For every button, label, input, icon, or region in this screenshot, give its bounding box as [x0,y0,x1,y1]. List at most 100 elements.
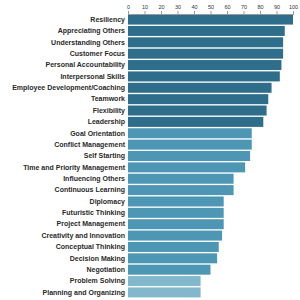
tick: Employee Development/Coaching [12,84,125,92]
tick-label: 90 [274,4,280,10]
category-label: Interpersonal Skills [60,73,125,81]
tick: Decision Making [70,255,125,263]
tick-mark [145,11,146,14]
tick: Diplomacy [90,198,126,206]
bars [128,15,293,298]
bar [128,242,219,252]
tick-label: 20 [158,4,164,10]
tick: Project Management [57,220,126,228]
category-label: Negotiation [87,266,126,274]
bar [128,276,201,286]
tick-label: 0 [127,4,130,10]
axis-line [129,11,294,15]
tick: Understanding Others [51,39,125,47]
category-label: Goal Orientation [70,130,125,137]
tick: 30 [175,4,181,14]
tick: 70 [241,4,247,14]
category-label: Understanding Others [51,39,125,47]
bar [128,128,252,138]
bar [128,94,268,104]
tick-mark [128,11,129,14]
category-label: Decision Making [70,255,125,263]
tick: Goal Orientation [70,130,125,137]
bar [128,185,234,195]
tick: 20 [158,4,164,14]
category-label: Conflict Management [54,141,125,149]
category-label: Leadership [88,118,125,126]
tick: 0 [127,4,130,14]
tick-label: 100 [289,4,298,10]
plot: 0 10 20 30 40 50 60 70 80 90 100 Resiliency Apprecia… [12,4,298,297]
category-label: Appreciating Others [58,27,125,35]
category-label: Employee Development/Coaching [12,84,125,92]
tick-label: 50 [208,4,214,10]
category-label: Teamwork [91,95,125,102]
tick: Time and Priority Management [23,164,125,172]
bar [128,208,224,218]
category-label: Influencing Others [63,175,125,183]
tick-mark [227,11,228,14]
tick: 80 [257,4,263,14]
category-label: Conceptual Thinking [56,243,125,251]
tick: Continuous Learning [55,186,125,194]
tick: 10 [142,4,148,14]
tick-label: 40 [191,4,197,10]
bar [128,174,234,184]
bar [128,117,263,127]
tick: Flexibility [93,107,125,115]
tick: Teamwork [91,95,125,102]
tick: Conceptual Thinking [56,243,125,251]
category-label: Diplomacy [90,198,126,206]
category-label: Self Starting [84,152,125,160]
category-label: Personal Accountability [46,61,126,69]
tick-mark [277,11,278,14]
category-label: Resiliency [90,16,125,24]
bar [128,162,245,172]
tick: 60 [224,4,230,14]
bar [128,196,224,206]
category-label: Flexibility [93,107,125,115]
bar [128,60,281,70]
tick: Self Starting [84,152,125,160]
bar [128,140,252,150]
tick-label: 10 [142,4,148,10]
category-label: Creativity and Innovation [41,232,125,240]
tick: 40 [191,4,197,14]
bar [128,71,280,81]
bar [128,287,201,297]
tick: Interpersonal Skills [60,73,125,81]
tick: Resiliency [90,16,125,24]
tick: Negotiation [87,266,126,274]
tick: Personal Accountability [46,61,126,69]
tick: Influencing Others [63,175,125,183]
tick: Problem Solving [70,277,125,285]
category-label: Time and Priority Management [23,164,125,172]
tick: 50 [208,4,214,14]
bar [128,106,267,116]
category-label: Planning and Organizing [43,289,125,297]
tick: 100 [289,4,298,14]
tick-label: 60 [224,4,230,10]
tick-mark [293,11,294,14]
category-label: Continuous Learning [55,186,125,194]
tick: Customer Focus [70,50,125,57]
bar [128,37,283,47]
tick-mark [194,11,195,14]
chart: 0 10 20 30 40 50 60 70 80 90 100 Resiliency Apprecia… [0,0,300,300]
bar [128,265,211,275]
tick-mark [161,11,162,14]
bar [128,26,285,36]
tick: Futuristic Thinking [62,209,125,217]
bar [128,15,293,25]
tick: 90 [274,4,280,14]
category-label: Customer Focus [70,50,125,57]
tick-label: 80 [257,4,263,10]
bar [128,231,222,241]
category-label: Problem Solving [70,277,125,285]
tick-mark [260,11,261,14]
bar [128,49,283,59]
tick: Leadership [88,118,125,126]
tick: Appreciating Others [58,27,125,35]
bar [128,151,250,161]
tick-mark [244,11,245,14]
